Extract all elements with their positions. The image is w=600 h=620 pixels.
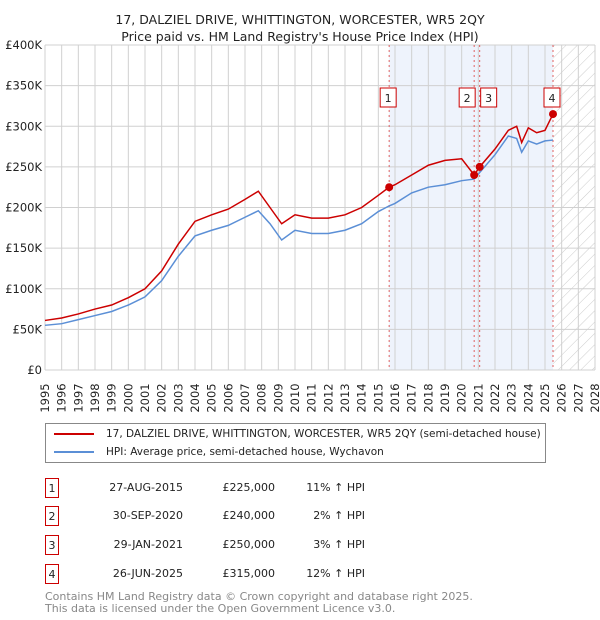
x-tick-label: 1995 [38,383,52,412]
x-tick-label: 2010 [288,383,302,412]
sale-label-box [543,87,561,108]
y-tick-label: £50K [13,322,43,336]
legend-label-property: 17, DALZIEL DRIVE, WHITTINGTON, WORCESTE… [106,428,541,440]
x-tick-label: 2025 [538,383,552,412]
y-tick-label: £400K [5,38,42,52]
x-tick-label: 2006 [221,383,235,412]
y-tick-label: £0 [27,363,42,377]
x-tick-label: 2024 [521,383,535,412]
sale-price: £250,000 [222,538,276,551]
x-tick-label: 1997 [71,383,85,412]
sale-row: 3 29-JAN-2021 £250,000 3% ↑ HPI [45,535,445,555]
sale-marker: 2 [45,506,59,526]
y-tick-label: £300K [5,119,42,133]
x-tick-label: 2004 [188,383,202,412]
sale-marker: 3 [45,535,59,555]
price-chart: 1995 1996 1997 1998 1999 2000 2001 2002 2003 2004… [5,38,600,413]
footer-licence: This data is licensed under the Open Gov… [45,602,396,615]
x-tick-label: 2009 [271,383,285,412]
x-tick-label: 2005 [205,383,219,412]
y-tick-label: £250K [5,160,42,174]
x-tick-label: 2008 [255,383,269,412]
sale-label: 4 [549,92,556,105]
sale-point [549,110,557,119]
x-tick-label: 2019 [438,383,452,412]
property-price-line [44,113,554,322]
chart-subtitle: Price paid vs. HM Land Registry's House … [121,29,479,44]
x-tick-label: 2014 [355,383,369,412]
x-tick-label: 2017 [405,383,419,412]
x-tick-label: 2000 [121,383,135,412]
sale-price: £240,000 [222,509,276,522]
x-tick-label: 2001 [138,383,152,412]
sale-marker: 1 [45,478,59,498]
sale-marker: 4 [45,564,59,584]
chart-legend: 17, DALZIEL DRIVE, WHITTINGTON, WORCESTE… [45,423,546,463]
sale-point [385,183,394,192]
sale-price: £315,000 [222,567,276,580]
x-tick-label: 2011 [305,383,319,412]
y-tick-label: £100K [5,282,42,296]
x-tick-label: 2020 [455,383,469,412]
sale-row: 1 27-AUG-2015 £225,000 11% ↑ HPI [45,478,445,498]
x-tick-label: 2028 [588,383,600,412]
x-tick-label: 2026 [555,383,569,412]
x-tick-label: 2016 [388,383,402,412]
sale-date: 26-JUN-2025 [112,567,183,580]
x-tick-label: 2023 [505,383,519,412]
x-tick-label: 2013 [338,383,352,412]
sale-label: 1 [385,92,392,105]
x-tick-label: 2027 [571,383,585,412]
sale-date: 27-AUG-2015 [109,481,183,494]
sale-point [470,171,479,179]
sale-row: 4 26-JUN-2025 £315,000 12% ↑ HPI [45,564,445,584]
sale-point [475,162,484,171]
sale-hpi: 2% ↑ HPI [313,509,365,522]
x-tick-label: 2007 [238,383,252,412]
sale-hpi: 11% ↑ HPI [306,481,365,494]
sale-label-box [480,87,498,108]
x-tick-label: 1996 [55,383,69,412]
x-tick-label: 1999 [105,383,119,412]
x-tick-label: 2022 [488,383,502,412]
footer-copyright: Contains HM Land Registry data © Crown c… [45,590,473,603]
legend-label-hpi: HPI: Average price, semi-detached house,… [106,446,384,458]
sale-label-box [379,87,397,108]
sale-hpi: 12% ↑ HPI [306,567,365,580]
x-tick-label: 2018 [421,383,435,412]
sale-date: 30-SEP-2020 [112,509,183,522]
y-tick-label: £350K [5,79,42,93]
y-tick-label: £200K [5,201,42,215]
x-tick-label: 2021 [471,383,485,412]
x-tick-label: 2015 [371,383,385,412]
hpi-line [44,135,554,327]
sale-date: 29-JAN-2021 [113,538,183,551]
sale-label-box [458,87,476,108]
x-tick-label: 2012 [321,383,335,412]
sale-label: 2 [464,92,471,105]
legend-swatch-property [54,433,94,435]
sale-row: 2 30-SEP-2020 £240,000 2% ↑ HPI [45,506,445,526]
chart-title: 17, DALZIEL DRIVE, WHITTINGTON, WORCESTE… [115,12,485,27]
x-tick-label: 2003 [171,383,185,412]
legend-swatch-hpi [54,451,94,453]
sale-label: 3 [485,92,492,105]
x-tick-label: 2002 [155,383,169,412]
y-tick-label: £150K [5,241,42,255]
sale-hpi: 3% ↑ HPI [313,538,365,551]
sale-price: £225,000 [222,481,276,494]
x-tick-label: 1998 [88,383,102,412]
